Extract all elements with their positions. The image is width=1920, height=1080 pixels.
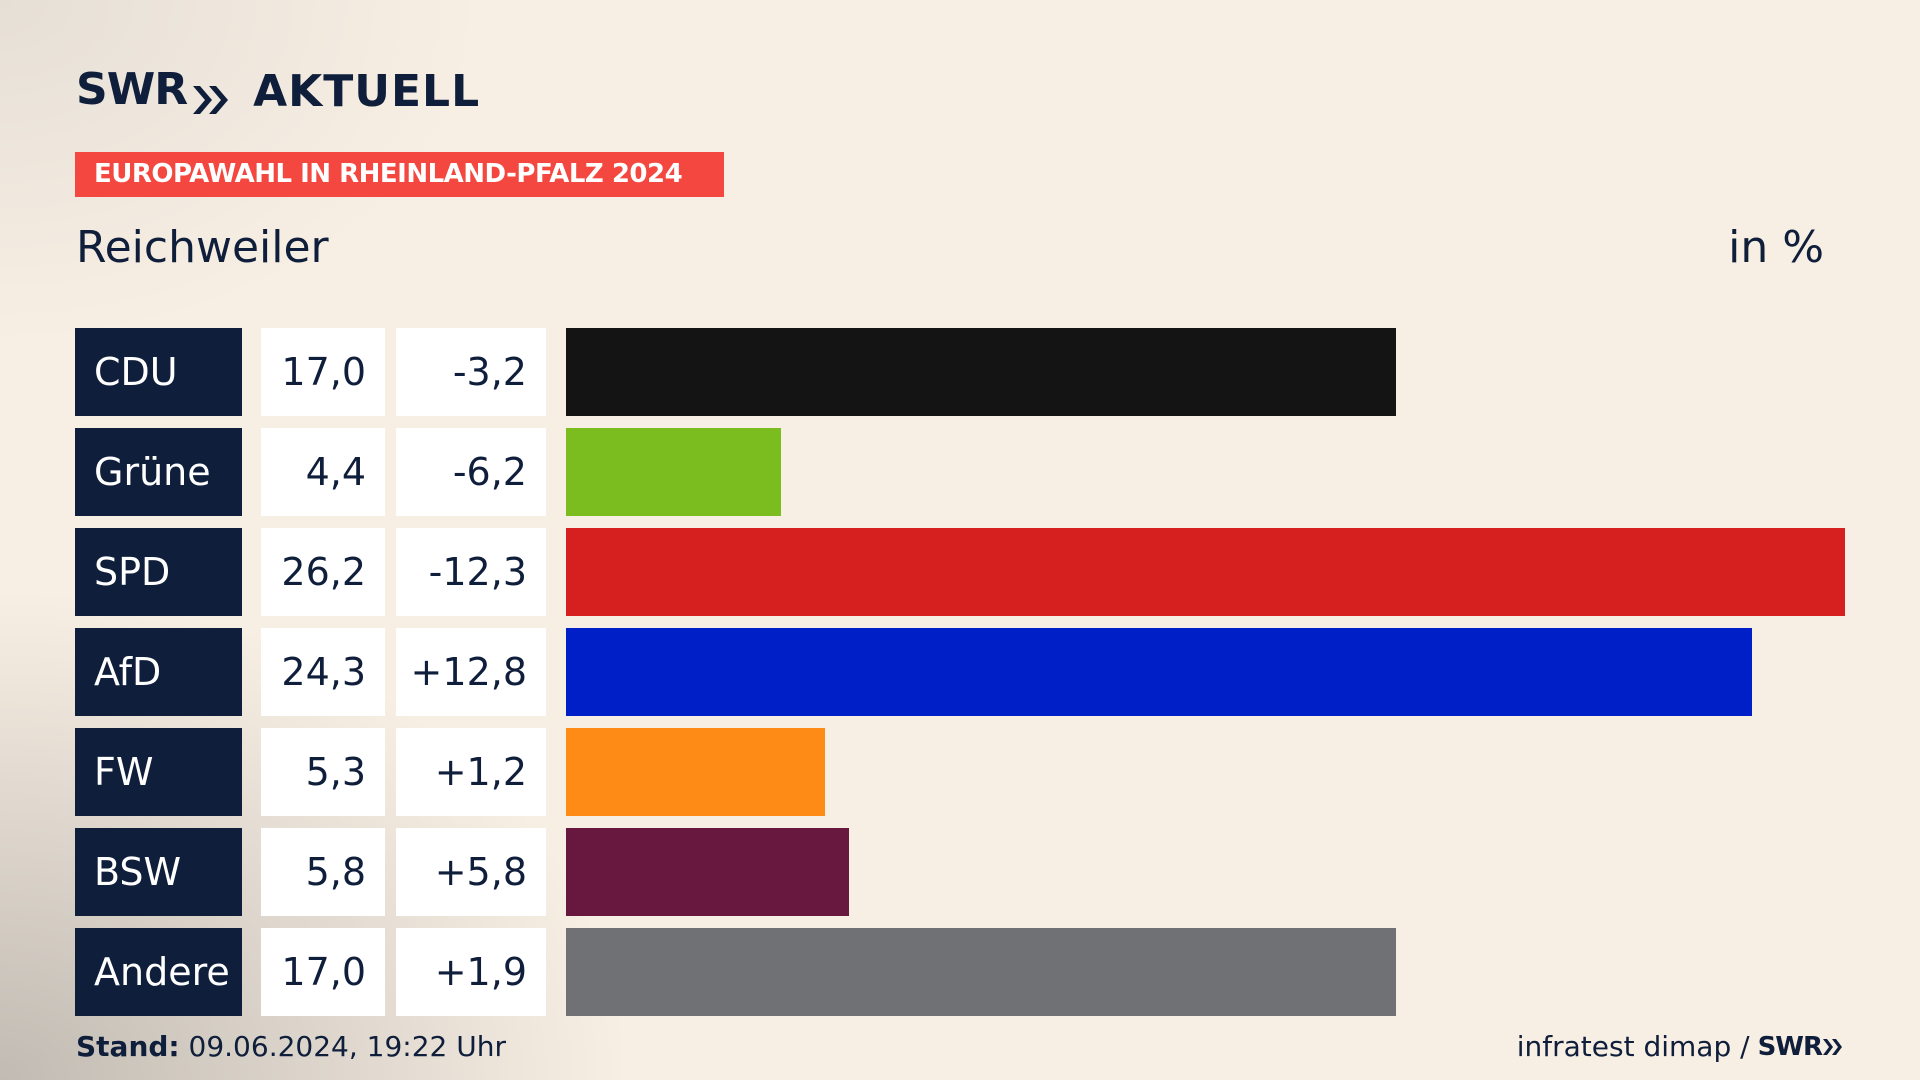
vote-share-value: 5,3 xyxy=(261,728,385,816)
vote-share-value: 17,0 xyxy=(261,928,385,1016)
result-row: AfD 24,3 +12,8 xyxy=(75,628,1845,716)
stand-value: 09.06.2024, 19:22 Uhr xyxy=(188,1030,506,1063)
result-row: Grüne 4,4 -6,2 xyxy=(75,428,1845,516)
vote-share-value: 5,8 xyxy=(261,828,385,916)
result-bar xyxy=(566,528,1845,616)
source-credit: infratest dimap / SWR xyxy=(1517,1030,1844,1063)
vote-share-value: 4,4 xyxy=(261,428,385,516)
party-label: Grüne xyxy=(75,428,242,516)
place-title: Reichweiler xyxy=(76,222,329,273)
source-logo: SWR xyxy=(1758,1032,1844,1062)
swr-aktuell-logo: SWR AKTUELL xyxy=(76,68,480,117)
result-row: CDU 17,0 -3,2 xyxy=(75,328,1845,416)
vote-share-change: -12,3 xyxy=(396,528,546,616)
vote-share-value: 26,2 xyxy=(261,528,385,616)
vote-share-change: +5,8 xyxy=(396,828,546,916)
vote-share-change: +1,9 xyxy=(396,928,546,1016)
result-bar xyxy=(566,828,849,916)
vote-share-value: 24,3 xyxy=(261,628,385,716)
unit-label: in % xyxy=(1728,222,1824,273)
result-bar xyxy=(566,928,1396,1016)
source-text: infratest dimap / xyxy=(1516,1030,1750,1063)
vote-share-change: +12,8 xyxy=(396,628,546,716)
vote-share-change: +1,2 xyxy=(396,728,546,816)
result-bar xyxy=(566,628,1752,716)
stand-label: Stand: xyxy=(76,1030,180,1063)
party-label: CDU xyxy=(75,328,242,416)
double-chevron-icon xyxy=(1823,1038,1842,1055)
party-label: BSW xyxy=(75,828,242,916)
party-label: Andere xyxy=(75,928,242,1016)
logo-swr: SWR xyxy=(76,68,231,117)
result-bar xyxy=(566,328,1396,416)
party-label: AfD xyxy=(75,628,242,716)
party-label: SPD xyxy=(75,528,242,616)
election-banner: EUROPAWAHL IN RHEINLAND-PFALZ 2024 xyxy=(75,152,724,197)
vote-share-change: -6,2 xyxy=(396,428,546,516)
timestamp: Stand: 09.06.2024, 19:22 Uhr xyxy=(76,1030,506,1063)
result-row: SPD 26,2 -12,3 xyxy=(75,528,1845,616)
double-chevron-icon xyxy=(193,85,229,114)
vote-share-change: -3,2 xyxy=(396,328,546,416)
result-row: FW 5,3 +1,2 xyxy=(75,728,1845,816)
party-label: FW xyxy=(75,728,242,816)
logo-aktuell: AKTUELL xyxy=(253,66,481,118)
result-row: Andere 17,0 +1,9 xyxy=(75,928,1845,1016)
vote-share-value: 17,0 xyxy=(261,328,385,416)
result-row: BSW 5,8 +5,8 xyxy=(75,828,1845,916)
result-bar xyxy=(566,428,781,516)
result-bar xyxy=(566,728,825,816)
